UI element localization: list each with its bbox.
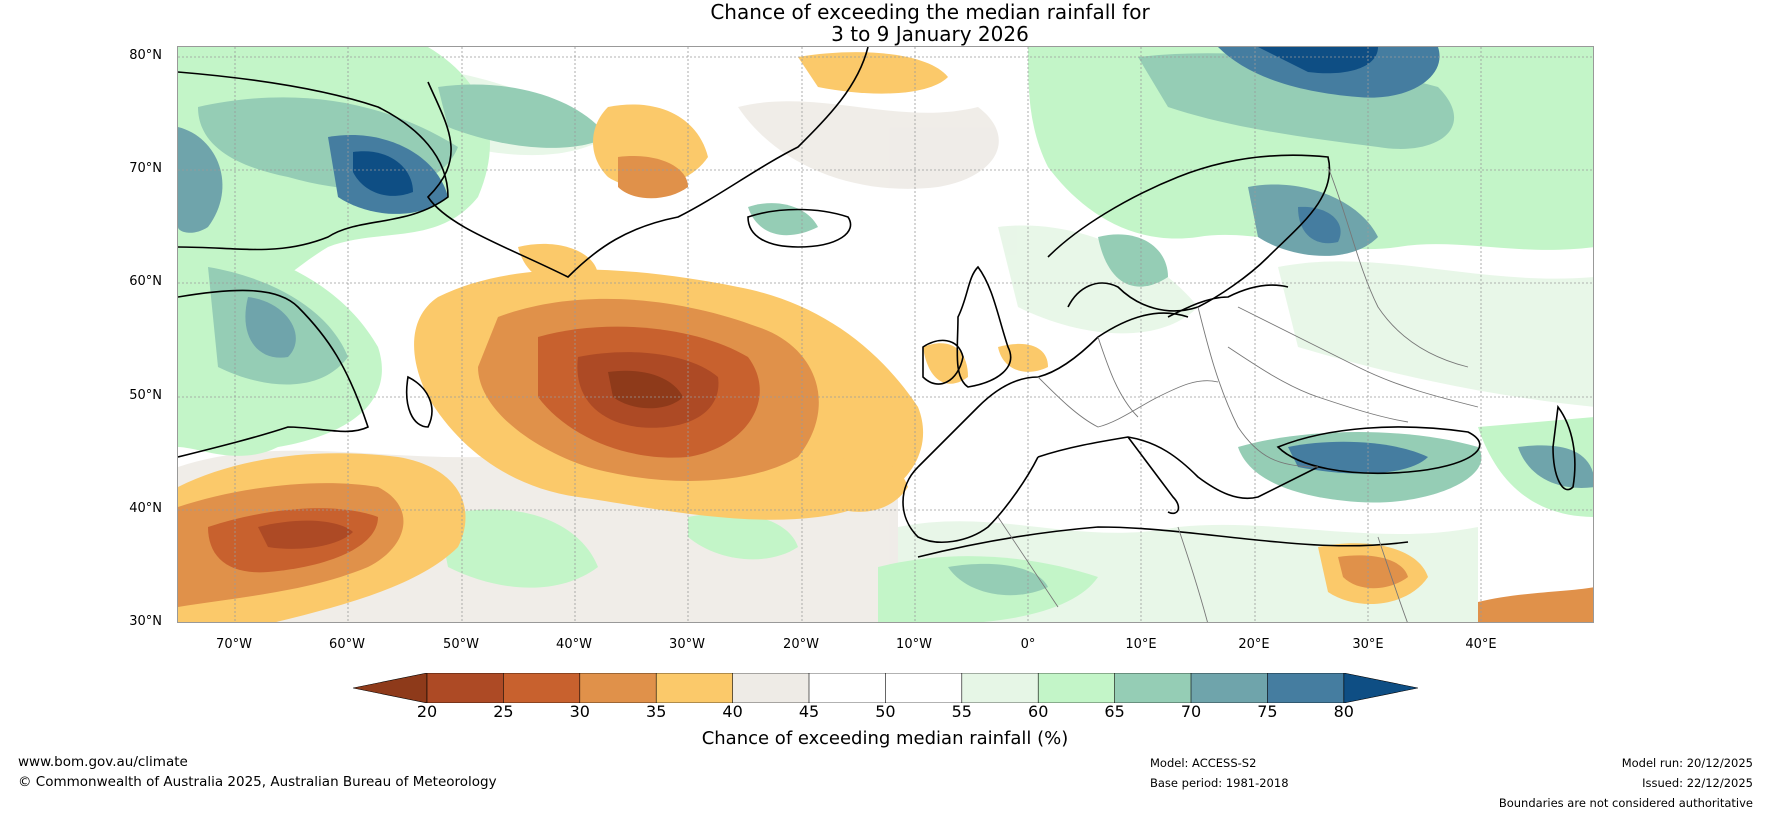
labrador-coast (178, 289, 369, 458)
map-title-line2: 3 to 9 January 2026 (831, 22, 1029, 46)
colorbar-segment-45-50 (809, 673, 886, 703)
scandinavia-coast (1047, 154, 1331, 312)
lon-label-60w: 60°W (329, 637, 365, 652)
colorbar-title: Chance of exceeding median rainfall (%) (701, 728, 1069, 749)
model-name: Model: ACCESS-S2 (1150, 756, 1257, 770)
colorbar-segment-75-80 (1267, 673, 1344, 703)
colorbar-segment-55-60 (961, 673, 1039, 703)
lat-label-40n: 40°N (129, 501, 162, 516)
colorbar-segment-40-45 (732, 673, 809, 703)
wet-anomaly-layer (178, 47, 1593, 622)
north-africa-coast (917, 526, 1409, 558)
black-sea-coast (1276, 426, 1481, 475)
boundaries-disclaimer: Boundaries are not considered authoritat… (1498, 796, 1753, 810)
colorbar-tick-45: 45 (798, 702, 820, 721)
lat-label-70n: 70°N (129, 161, 162, 176)
rainfall-map-canvas (178, 47, 1593, 622)
colorbar-tick-35: 35 (646, 702, 667, 721)
colorbar-tick-40: 40 (722, 702, 743, 721)
issued-date: Issued: 22/12/2025 (1642, 776, 1753, 790)
colorbar-segment-70-75 (1191, 673, 1268, 703)
iberia-coast (902, 456, 1039, 543)
mediterranean-north (1037, 436, 1319, 500)
graticule (178, 47, 1593, 622)
lon-label-10w: 10°W (896, 637, 932, 652)
coastlines (178, 47, 1576, 558)
greenland-coast (426, 47, 869, 278)
lon-label-50w: 50°W (443, 637, 479, 652)
lat-label-50n: 50°N (129, 388, 162, 403)
lon-label-40w: 40°W (556, 637, 592, 652)
colorbar-segment-below-20 (353, 673, 428, 703)
model-run-date: Model run: 20/12/2025 (1621, 756, 1753, 770)
colorbar-tick-75: 75 (1257, 702, 1278, 721)
lon-label-10e: 10°E (1125, 637, 1157, 652)
map-title-line1: Chance of exceeding the median rainfall … (710, 0, 1150, 24)
colorbar-segment-above-80 (1343, 673, 1418, 703)
arctic-canada-coast (178, 71, 449, 251)
website-link[interactable]: www.bom.gov.au/climate (18, 754, 188, 770)
colorbar-tick-65: 65 (1104, 702, 1125, 721)
colorbar-segment-60-65 (1038, 673, 1115, 703)
rainfall-map (177, 46, 1594, 623)
colorbar-segment-20-25 (427, 673, 504, 703)
colorbar-tick-20: 20 (416, 702, 438, 721)
colorbar-segment-35-40 (656, 673, 733, 703)
lat-label-80n: 80°N (129, 48, 162, 63)
copyright-text: © Commonwealth of Australia 2025, Austra… (18, 774, 497, 790)
colorbar-segment-30-35 (579, 673, 657, 703)
lon-label-40e: 40°E (1465, 637, 1497, 652)
colorbar-tick-50: 50 (875, 702, 896, 721)
iceland-coast (747, 208, 852, 248)
ireland-coast (922, 339, 964, 385)
colorbar (353, 673, 1418, 703)
colorbar-tick-80: 80 (1333, 702, 1354, 721)
newfoundland-coast (405, 375, 433, 428)
caspian-coast (1552, 404, 1576, 491)
colorbar-segment-25-30 (503, 673, 580, 703)
baltic-coast (1167, 284, 1289, 318)
colorbar-tick-30: 30 (569, 702, 590, 721)
italy-coast (1127, 436, 1180, 515)
colorbar-tick-25: 25 (493, 702, 514, 721)
lon-label-0: 0° (1020, 637, 1036, 652)
colorbar-dividers (426, 673, 1345, 703)
lon-label-20w: 20°W (783, 637, 819, 652)
colorbar-segment-65-70 (1114, 673, 1191, 703)
borders (997, 166, 1479, 622)
lat-label-60n: 60°N (129, 274, 162, 289)
lon-label-30w: 30°W (669, 637, 705, 652)
dry-anomaly-layer (178, 52, 1593, 622)
base-period: Base period: 1981-2018 (1150, 776, 1289, 790)
lon-label-30e: 30°E (1352, 637, 1384, 652)
colorbar-tick-70: 70 (1180, 702, 1202, 721)
colorbar-tick-55: 55 (951, 702, 972, 721)
colorbar-tick-60: 60 (1028, 702, 1049, 721)
lon-label-20e: 20°E (1238, 637, 1270, 652)
lon-label-70w: 70°W (216, 637, 252, 652)
britain-coast (956, 265, 1012, 388)
colorbar-segment-50-55 (885, 673, 962, 703)
lat-label-30n: 30°N (129, 614, 162, 629)
